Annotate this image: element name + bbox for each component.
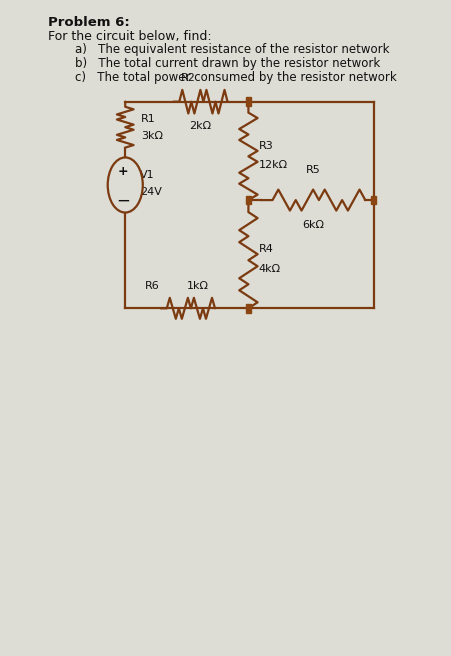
Text: −: − [116,192,130,210]
Text: 1kΩ: 1kΩ [187,281,209,291]
Bar [245,304,251,312]
Text: c)   The total power consumed by the resistor network: c) The total power consumed by the resis… [75,71,396,84]
Text: 2kΩ: 2kΩ [189,121,211,131]
Text: R5: R5 [305,165,320,175]
Text: V1: V1 [139,170,154,180]
Text: 12kΩ: 12kΩ [258,160,287,171]
Text: R4: R4 [258,244,273,254]
Text: a)   The equivalent resistance of the resistor network: a) The equivalent resistance of the resi… [75,43,389,56]
Bar [245,97,251,106]
Text: For the circuit below, find:: For the circuit below, find: [48,30,211,43]
Bar [370,195,376,205]
Text: Problem 6:: Problem 6: [48,16,129,30]
Bar [245,195,251,205]
Text: R6: R6 [145,281,159,291]
Text: 6kΩ: 6kΩ [301,220,323,230]
Text: +: + [118,165,128,178]
Text: 4kΩ: 4kΩ [258,264,281,274]
Text: 24V: 24V [139,186,161,197]
Text: R3: R3 [258,140,273,151]
Text: R1: R1 [141,114,156,125]
Text: b)   The total current drawn by the resistor network: b) The total current drawn by the resist… [75,57,380,70]
Text: R2: R2 [180,73,195,83]
Text: 3kΩ: 3kΩ [141,131,163,142]
